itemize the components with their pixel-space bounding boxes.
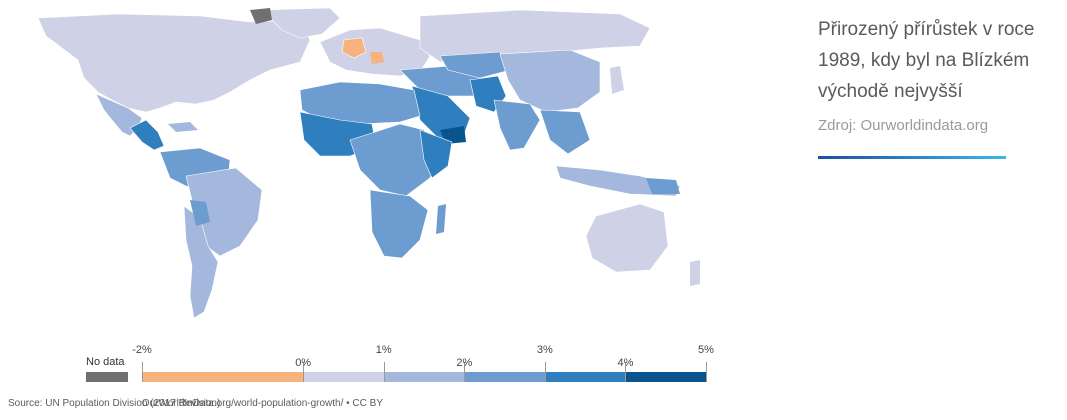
region-caribbean: [168, 122, 198, 132]
legend-bin: [383, 372, 465, 382]
region-central-africa: [349, 123, 441, 197]
map-credit[interactable]: OurWorldInData.org/world-population-grow…: [141, 398, 383, 409]
legend-bin: [303, 372, 384, 382]
region-yemen: [440, 126, 466, 144]
region-north-america: [37, 13, 311, 113]
region-central-america: [129, 119, 165, 151]
region-south-america-south: [183, 205, 219, 319]
legend-tick-label: 4%: [617, 357, 634, 369]
region-southern-africa: [369, 189, 429, 259]
caption-panel: Přirozený přírůstek v roce 1989, kdy byl…: [818, 14, 1048, 159]
region-east-africa: [419, 129, 453, 179]
legend-tick-line: [625, 362, 627, 382]
caption-source: Zdroj: Ourworldindata.org: [818, 117, 989, 134]
caption-accent-line: [818, 156, 1006, 159]
region-southeast-asia: [539, 109, 591, 155]
legend-tick-label: -2%: [132, 344, 152, 356]
region-bolivia: [190, 200, 210, 226]
region-australia: [585, 203, 669, 273]
region-papua: [646, 178, 680, 194]
region-japan: [610, 66, 624, 94]
region-russia: [419, 9, 651, 63]
region-balkans-negative: [370, 52, 384, 64]
legend-tick-line: [706, 362, 707, 382]
legend-tick-line: [303, 362, 305, 382]
legend-tick-line: [464, 362, 466, 382]
legend-bin: [142, 372, 304, 382]
region-new-zealand: [690, 260, 700, 286]
region-madagascar: [436, 204, 446, 234]
legend-tick-label: 1%: [375, 344, 392, 356]
legend-tick-line: [544, 362, 546, 382]
world-map: [37, 7, 700, 319]
region-central-asia: [439, 51, 511, 79]
caption-title: Přirozený přírůstek v roce 1989, kdy byl…: [818, 19, 1035, 102]
legend-tick-label: 2%: [456, 357, 473, 369]
region-mexico: [95, 93, 143, 137]
region-arctic-nodata: [250, 8, 272, 24]
map-source: Source: UN Population Division (2017 Rev…: [8, 398, 221, 409]
legend-nodata-label: No data: [86, 356, 125, 368]
region-greenland: [261, 7, 341, 39]
legend-tick-label: 3%: [536, 344, 553, 356]
legend-tick-line: [142, 362, 143, 382]
legend-bin: [544, 372, 626, 382]
legend-bin: [464, 372, 545, 382]
region-china: [499, 49, 601, 113]
legend-tick-line: [383, 362, 385, 382]
map-legend: No data -2% 0% 1% 2% 3% 4% 5%: [86, 340, 726, 386]
region-india: [493, 99, 541, 151]
region-central-europe-negative: [341, 37, 367, 59]
legend-nodata-swatch: [86, 372, 128, 382]
legend-tick-label: 0%: [295, 357, 312, 369]
legend-tick-label: 5%: [698, 344, 714, 356]
map-panel: No data -2% 0% 1% 2% 3% 4% 5% Source: UN Popul…: [8, 7, 726, 409]
legend-bin: [625, 372, 706, 382]
region-indonesia: [555, 165, 681, 197]
